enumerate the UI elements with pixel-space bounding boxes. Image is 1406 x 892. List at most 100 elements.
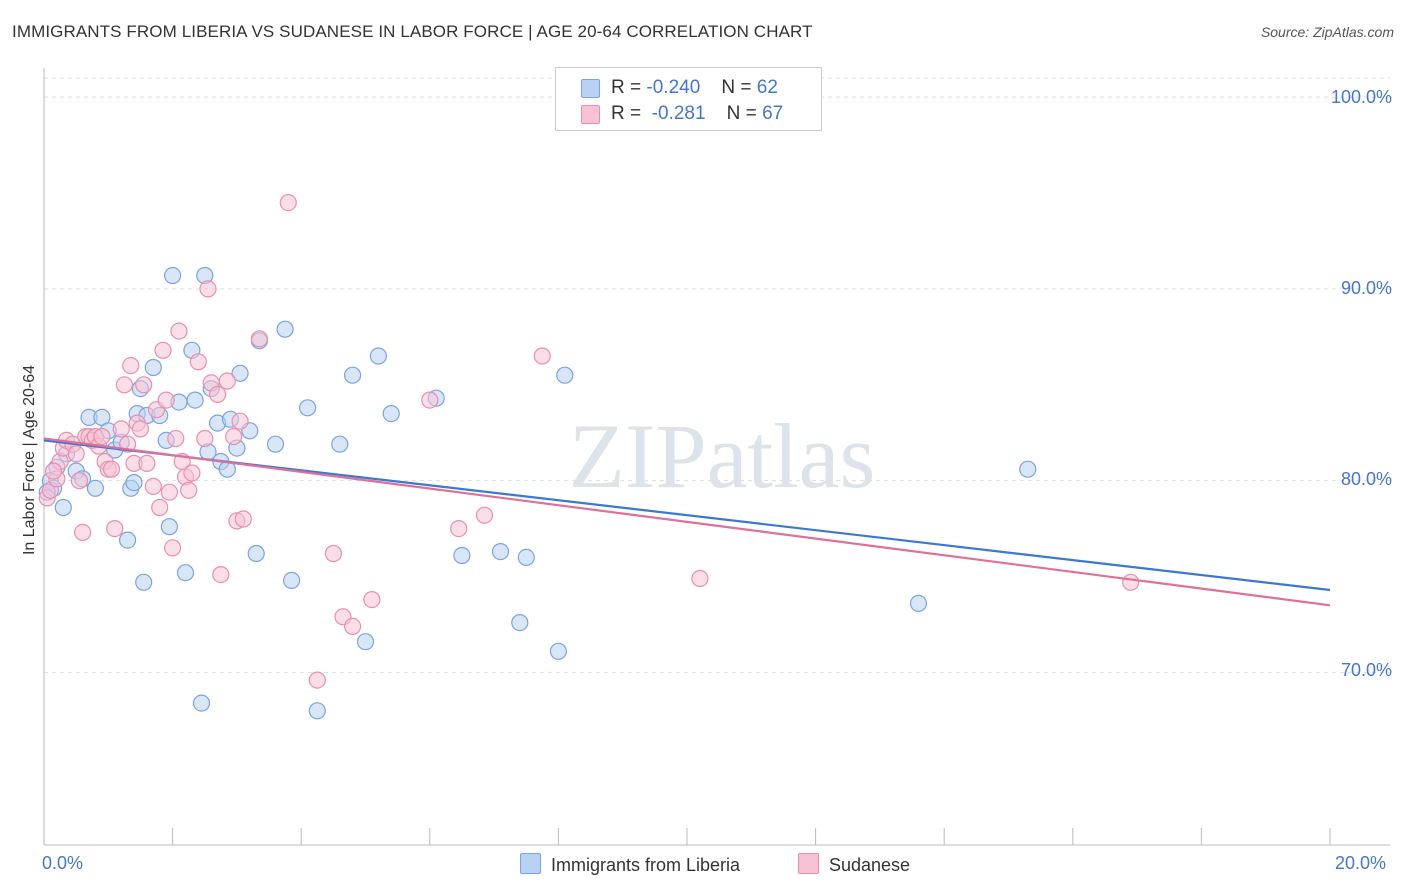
point-liberia	[118, 531, 137, 549]
r-value-sudanese: -0.281	[646, 103, 706, 124]
point-liberia	[186, 391, 204, 409]
point-sudanese	[218, 372, 236, 390]
point-sudanese	[180, 481, 198, 499]
point-liberia	[54, 498, 72, 517]
point-sudanese	[170, 322, 188, 340]
point-liberia	[909, 594, 928, 613]
point-liberia	[331, 435, 349, 453]
point-sudanese	[160, 483, 178, 501]
point-liberia	[266, 435, 285, 453]
n-value-sudanese: 67	[762, 103, 784, 124]
point-liberia	[344, 366, 362, 384]
y-tick-90: 90.0%	[1340, 278, 1392, 298]
point-liberia	[549, 642, 568, 660]
point-liberia	[192, 694, 211, 712]
correlation-legend: R = -0.240 N = 62 R = -0.281 N = 67	[555, 67, 822, 131]
point-sudanese	[183, 464, 201, 482]
point-sudanese	[115, 376, 134, 394]
legend-text-sudanese: R = -0.281 N = 67	[611, 103, 783, 125]
y-tick-80: 80.0%	[1340, 469, 1392, 489]
r-label: R =	[611, 77, 642, 98]
point-liberia	[517, 548, 535, 567]
point-sudanese	[151, 498, 169, 517]
x-tick-min: 0.0%	[42, 853, 84, 873]
point-liberia	[160, 518, 178, 536]
trend-line-sudanese	[43, 437, 1331, 607]
point-liberia	[247, 544, 265, 563]
point-sudanese	[344, 617, 362, 636]
y-tick-100: 100.0%	[1330, 87, 1392, 107]
source-label: Source: ZipAtlas.com	[1260, 24, 1394, 40]
legend-label-liberia: Immigrants from Liberia	[551, 855, 741, 875]
point-sudanese	[209, 385, 227, 403]
point-sudanese	[144, 477, 162, 495]
point-sudanese	[475, 506, 494, 524]
point-sudanese	[421, 391, 439, 409]
point-liberia	[176, 564, 195, 582]
point-sudanese	[533, 347, 551, 365]
point-liberia	[382, 405, 400, 423]
point-sudanese	[189, 353, 207, 371]
point-sudanese	[167, 429, 185, 448]
chart-title: IMMIGRANTS FROM LIBERIA VS SUDANESE IN L…	[12, 22, 813, 41]
r-value-liberia: -0.240	[646, 77, 701, 98]
point-sudanese	[154, 341, 172, 359]
point-sudanese	[1122, 573, 1140, 591]
point-sudanese	[73, 523, 92, 542]
n-label: N =	[726, 103, 757, 124]
point-sudanese	[234, 510, 252, 528]
point-liberia	[144, 358, 162, 377]
legend-item-sudanese[interactable]: Sudanese	[798, 853, 910, 876]
x-tick-max: 20.0%	[1335, 853, 1387, 873]
point-liberia	[125, 474, 143, 492]
point-sudanese	[44, 462, 63, 480]
point-liberia	[231, 364, 249, 382]
series-sudanese-points	[38, 194, 1140, 689]
point-sudanese	[212, 565, 230, 584]
legend-item-liberia[interactable]: Immigrants from Liberia	[520, 853, 740, 876]
point-liberia	[308, 702, 326, 720]
r-label: R =	[611, 103, 642, 124]
point-liberia	[491, 542, 510, 561]
point-sudanese	[691, 569, 709, 588]
point-sudanese	[279, 194, 297, 212]
trend-lines	[43, 437, 1331, 607]
point-sudanese	[67, 445, 85, 463]
point-liberia	[453, 546, 471, 565]
point-sudanese	[135, 376, 153, 394]
liberia-swatch	[581, 79, 600, 98]
point-liberia	[556, 366, 574, 384]
point-sudanese	[363, 590, 381, 609]
point-sudanese	[138, 454, 156, 472]
point-sudanese	[157, 391, 175, 409]
point-liberia	[356, 633, 375, 651]
sudanese-swatch	[798, 853, 819, 874]
n-label: N =	[721, 77, 752, 98]
point-sudanese	[102, 460, 121, 478]
point-sudanese	[106, 519, 124, 538]
legend-text-liberia: R = -0.240 N = 62	[611, 77, 778, 99]
axes	[43, 68, 1390, 846]
point-sudanese	[70, 472, 89, 490]
liberia-swatch	[520, 853, 541, 874]
point-sudanese	[122, 357, 140, 375]
sudanese-swatch	[581, 105, 600, 124]
point-liberia	[283, 571, 301, 590]
point-sudanese	[324, 544, 342, 563]
point-liberia	[164, 266, 182, 285]
point-sudanese	[231, 412, 249, 430]
point-sudanese	[196, 429, 214, 448]
point-sudanese	[93, 428, 111, 446]
point-sudanese	[308, 671, 326, 689]
point-sudanese	[112, 420, 130, 438]
point-liberia	[135, 573, 153, 591]
point-liberia	[299, 399, 317, 417]
point-sudanese	[250, 330, 268, 348]
point-liberia	[369, 347, 387, 365]
point-liberia	[1019, 460, 1037, 478]
y-tick-70: 70.0%	[1340, 660, 1392, 680]
point-liberia	[511, 613, 529, 632]
legend-label-sudanese: Sudanese	[829, 855, 911, 875]
point-sudanese	[225, 428, 243, 446]
